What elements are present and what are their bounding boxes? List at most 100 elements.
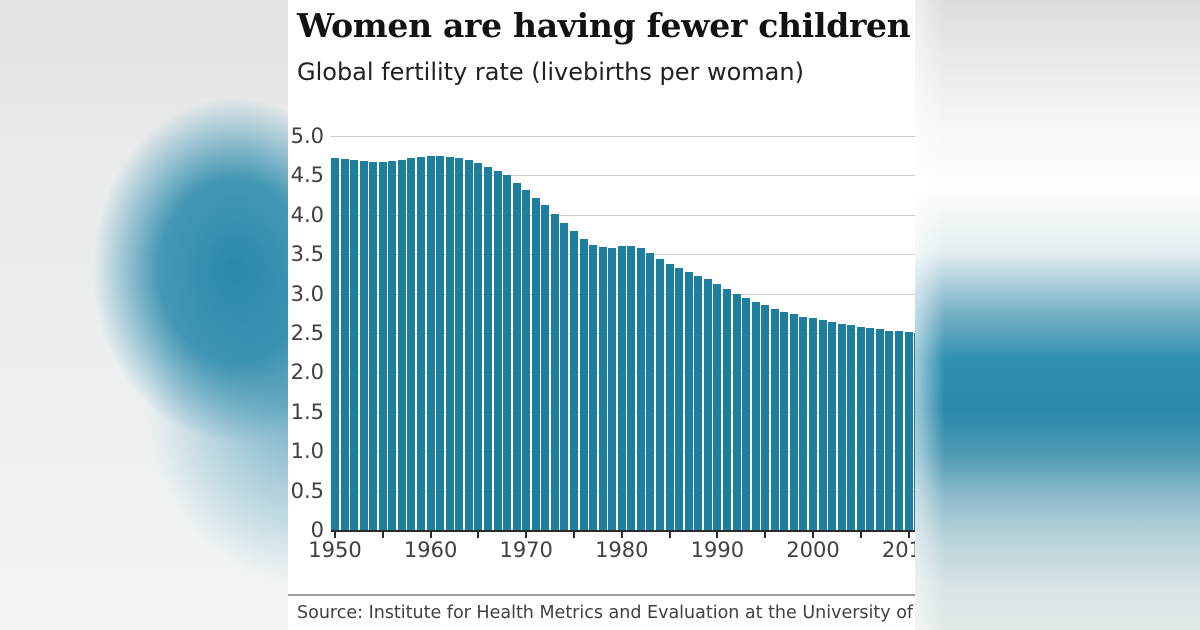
bar-1977: [589, 244, 598, 530]
bar-1996: [770, 308, 779, 530]
x-tick-2005: [859, 532, 862, 538]
y-tick-label-1.5: 1.5: [290, 399, 324, 424]
x-tick-1960: [429, 532, 432, 538]
bar-2005: [856, 326, 865, 530]
bar-2009: [895, 331, 904, 530]
bar-1978: [598, 247, 607, 530]
bar-2010: [904, 332, 913, 530]
bar-1989: [703, 279, 712, 530]
y-tick-label-2.0: 2.0: [290, 360, 324, 385]
bar-1950: [331, 158, 339, 530]
x-tick-label-1990: 1990: [690, 538, 745, 562]
x-tick-1995: [764, 532, 767, 538]
bar-1971: [531, 197, 540, 530]
y-tick-label-3.0: 3.0: [290, 281, 324, 306]
bar-1990: [713, 284, 722, 530]
bar-1985: [665, 264, 674, 530]
y-tick-label-0: 0: [310, 518, 324, 542]
bar-1968: [503, 175, 512, 530]
bar-1975: [570, 231, 578, 530]
x-tick-1990: [716, 532, 719, 538]
bar-2000: [809, 318, 817, 530]
x-tick-label-1960: 1960: [403, 538, 458, 562]
gridline-4.0: [331, 214, 915, 216]
source-divider: [288, 594, 915, 596]
bar-1964: [464, 159, 473, 530]
bar-1982: [636, 247, 645, 530]
plot-area: [331, 136, 915, 530]
bar-1988: [694, 275, 703, 530]
bar-1967: [493, 170, 502, 530]
bar-1998: [789, 314, 798, 530]
bar-1963: [455, 158, 464, 530]
bar-2001: [818, 320, 827, 530]
x-tick-1975: [573, 532, 575, 538]
x-tick-label-1970: 1970: [499, 538, 553, 562]
bar-1986: [675, 268, 684, 530]
bar-1952: [350, 160, 359, 530]
chart-card: Women are having fewer children Global f…: [288, 0, 915, 630]
bar-1991: [722, 288, 731, 530]
bar-1956: [388, 161, 397, 530]
x-tick-2010: [907, 532, 910, 538]
x-tick-2000: [812, 532, 814, 538]
bar-1980: [617, 246, 626, 530]
x-tick-label-1950: 1950: [308, 538, 362, 562]
bar-1994: [751, 302, 760, 530]
bar-1966: [483, 166, 492, 530]
blurred-background-right: [915, 0, 1200, 630]
y-tick-label-3.5: 3.5: [290, 242, 324, 267]
bar-1960: [426, 155, 435, 530]
bar-1995: [761, 305, 770, 530]
bar-1957: [397, 159, 406, 530]
y-tick-label-5.0: 5.0: [290, 124, 324, 148]
bar-2011: [914, 333, 915, 530]
bar-1955: [378, 162, 387, 530]
y-tick-label-0.5: 0.5: [290, 478, 324, 503]
x-tick-1970: [525, 532, 528, 538]
y-tick-label-2.5: 2.5: [290, 321, 324, 345]
x-axis-line: [331, 530, 915, 532]
bar-1953: [359, 161, 368, 530]
bar-2002: [828, 322, 837, 530]
x-tick-1965: [477, 532, 480, 538]
x-tick-label-2000: 2000: [786, 538, 840, 562]
bar-1993: [742, 298, 751, 530]
bar-1999: [799, 316, 808, 530]
x-tick-1955: [381, 532, 384, 538]
bar-1973: [550, 214, 559, 530]
blurred-background-left: [0, 0, 288, 630]
x-tick-1950: [334, 532, 336, 538]
gridline-4.5: [331, 175, 915, 177]
bar-1984: [656, 258, 665, 530]
bar-2006: [866, 328, 875, 530]
bar-1997: [780, 311, 789, 530]
bar-1983: [646, 252, 655, 530]
bar-1972: [541, 205, 550, 530]
chart-title: Women are having fewer children: [297, 6, 911, 45]
x-tick-1985: [668, 532, 671, 538]
bar-1965: [474, 162, 483, 530]
bar-1976: [579, 239, 588, 530]
bar-1981: [627, 246, 636, 530]
bar-1974: [560, 222, 569, 530]
gridline-5.0: [331, 136, 915, 137]
bar-1992: [732, 294, 741, 530]
source-text: Source: Institute for Health Metrics and…: [297, 603, 915, 623]
bar-1959: [417, 156, 426, 530]
bar-1961: [436, 155, 445, 530]
bar-1954: [369, 162, 378, 530]
bar-1979: [608, 247, 617, 530]
x-tick-label-2010: 2010: [881, 538, 915, 562]
bar-1970: [522, 189, 531, 530]
bar-1958: [407, 158, 416, 530]
y-tick-label-1.0: 1.0: [290, 439, 324, 464]
bar-2004: [847, 325, 856, 530]
bar-1969: [512, 182, 521, 530]
chart-subtitle: Global fertility rate (livebirths per wo…: [297, 58, 804, 86]
x-tick-label-1980: 1980: [595, 538, 649, 562]
bar-1962: [445, 156, 454, 530]
bar-2007: [875, 329, 884, 530]
bar-2008: [885, 330, 894, 530]
y-tick-label-4.0: 4.0: [290, 202, 324, 227]
